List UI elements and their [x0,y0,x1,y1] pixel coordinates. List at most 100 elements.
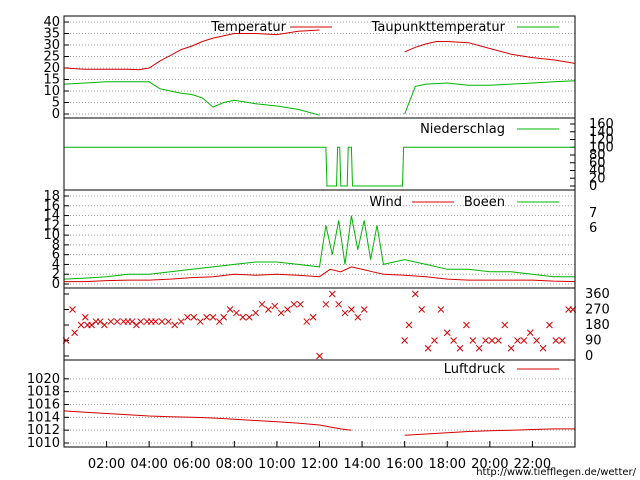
wind-direction-point [226,306,234,313]
wind-direction-point [450,337,457,344]
wind-direction-point [245,313,253,321]
wind-direction-point [113,318,121,325]
y-tick-label: 1012 [27,423,60,438]
wind-direction-point [443,329,451,337]
wind-direction-point [360,306,368,313]
series-line-wind [64,266,576,283]
wind-direction-point [184,313,191,321]
wind-direction-point [328,290,336,298]
wind-direction-point [101,321,108,329]
wind-direction-point [552,337,560,344]
x-tick-label: 04:00 [130,457,167,472]
y-tick-label: 16 [43,199,60,214]
wind-direction-point [514,337,521,344]
wind-direction-point [533,337,541,344]
y-tick-label: 60 [589,156,606,171]
y-tick-label: 35 [43,27,60,42]
y-tick-label: 10 [43,228,60,243]
wind-direction-point [482,337,489,344]
x-tick-label: 22:00 [514,457,551,472]
y-tick-label: 160 [589,117,614,132]
wind-direction-point [71,329,78,337]
wind-direction-point [133,321,140,329]
wind-direction-point [290,300,298,308]
series-line-taupunkttemperatur [63,80,576,116]
wind-direction-point [258,300,266,308]
series-line-luftdruck [63,410,575,436]
x-tick-label: 18:00 [429,457,466,472]
y-tick-label: 140 [589,125,614,140]
y-tick-label: 25 [43,50,60,65]
y-tick-label: 15 [43,73,60,88]
wind-direction-point [81,313,89,321]
wind-direction-point [341,309,349,317]
wind-direction-point [271,302,279,310]
wind-direction-point [546,321,553,329]
x-tick-label: 10:00 [258,457,295,472]
wind-direction-point [411,290,419,298]
x-tick-label: 20:00 [471,457,508,472]
wind-direction-point [252,309,259,317]
y-tick-label: 1020 [27,372,60,387]
y-tick-label: 12 [43,218,60,233]
wind-direction-point [277,309,285,317]
wind-direction-point [88,321,96,329]
y-tick-label: 20 [589,171,606,186]
y-tick-label: 100 [589,140,614,155]
wind-direction-point [437,306,445,313]
y-tick-label: 1016 [27,398,60,413]
wind-direction-point [354,313,362,321]
y-tick-label: 360 [585,287,610,302]
wind-direction-point [152,318,159,325]
y-tick-label: 0 [589,179,597,194]
legend-label-luftdruck: Luftdruck [444,362,506,377]
wind-direction-point [284,306,291,313]
y-tick-label: 18 [43,189,60,204]
series-line-boeen [63,215,575,280]
x-tick-label: 14:00 [343,457,380,472]
wind-direction-point [233,309,240,317]
panel-frame [63,287,576,361]
wind-direction-point [296,300,304,308]
wind-direction-point [239,313,247,321]
series-line-niederschlag [64,146,575,187]
wind-direction-point [164,318,172,325]
wind-direction-point [220,313,228,321]
y-tick-label: 14 [43,209,60,224]
legend-label-wind: Wind [369,195,402,210]
wind-direction-point [190,313,198,321]
wind-direction-point [463,321,470,329]
wind-direction-point [203,313,211,321]
y-tick-label: 90 [585,334,602,349]
series-line-temperatur [63,29,576,71]
legend-label-temperatur: Temperatur [210,20,286,35]
wind-direction-point [171,321,179,329]
y-tick-label: 0 [52,277,60,292]
wind-direction-point [322,300,330,308]
x-tick-label: 08:00 [216,457,253,472]
y-tick-label: 30 [43,38,60,53]
wind-direction-point [77,321,85,329]
wind-direction-point [158,318,166,325]
wind-direction-point [456,344,464,352]
wind-direction-point [558,337,566,344]
wind-direction-point [128,318,136,325]
wind-direction-point [418,306,426,313]
wind-direction-point [401,337,409,344]
y-tick-label: 180 [585,318,610,333]
y-tick-label: 80 [589,148,606,163]
y-tick-label: 20 [43,61,60,76]
y-tick-label: 0 [585,349,593,364]
wind-direction-point [424,344,432,352]
wind-direction-point [507,344,515,352]
x-tick-label: 06:00 [173,457,210,472]
wind-direction-point [137,318,145,325]
source-url: http://www.tiefflegen.de/wetter/ [476,467,636,478]
y-tick-label: 6 [52,248,60,263]
wind-direction-point [96,318,104,325]
y-tick-label: 270 [585,303,610,318]
wind-direction-point [316,352,323,360]
wind-direction-point [265,306,272,313]
wind-direction-point [303,318,311,325]
